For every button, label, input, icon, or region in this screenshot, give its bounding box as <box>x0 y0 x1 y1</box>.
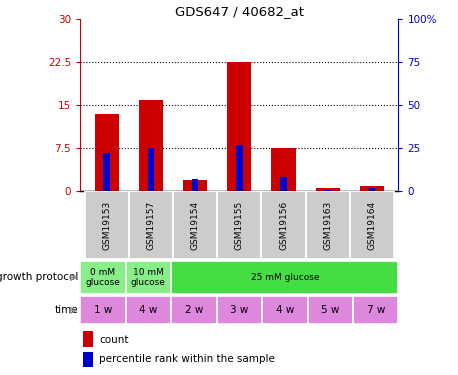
Bar <box>350 191 394 259</box>
Bar <box>324 189 331 191</box>
Text: 4 w: 4 w <box>139 305 158 315</box>
Bar <box>125 261 171 294</box>
Text: GSM19157: GSM19157 <box>147 200 155 250</box>
Bar <box>125 296 171 324</box>
Bar <box>271 148 296 191</box>
Text: count: count <box>99 334 129 345</box>
Bar <box>171 261 398 294</box>
Text: GSM19153: GSM19153 <box>102 200 111 250</box>
Bar <box>80 261 125 294</box>
Text: 5 w: 5 w <box>321 305 339 315</box>
Bar <box>305 191 350 259</box>
Text: GSM19154: GSM19154 <box>191 201 200 250</box>
Text: percentile rank within the sample: percentile rank within the sample <box>99 354 275 364</box>
Bar <box>369 188 375 191</box>
Text: GSM19156: GSM19156 <box>279 200 288 250</box>
Bar <box>217 191 262 259</box>
Text: 3 w: 3 w <box>230 305 249 315</box>
Text: GSM19155: GSM19155 <box>235 200 244 250</box>
Bar <box>104 153 110 191</box>
Text: 0 mM
glucose: 0 mM glucose <box>86 268 120 287</box>
Bar <box>183 180 207 191</box>
Text: 7 w: 7 w <box>366 305 385 315</box>
Text: growth protocol: growth protocol <box>0 273 79 282</box>
Text: 10 mM
glucose: 10 mM glucose <box>131 268 166 287</box>
Bar <box>307 296 353 324</box>
Bar <box>217 296 262 324</box>
Text: GSM19164: GSM19164 <box>367 201 376 250</box>
Bar <box>280 177 287 191</box>
Bar <box>83 331 93 347</box>
Bar <box>80 296 125 324</box>
Bar <box>262 191 305 259</box>
Bar <box>129 191 173 259</box>
Bar <box>192 179 198 191</box>
Bar <box>139 100 163 191</box>
Text: 2 w: 2 w <box>185 305 203 315</box>
Bar <box>316 188 340 191</box>
Text: 1 w: 1 w <box>94 305 112 315</box>
Text: 25 mM glucose: 25 mM glucose <box>251 273 319 282</box>
Bar <box>94 114 119 191</box>
Bar <box>236 145 243 191</box>
Bar <box>227 62 251 191</box>
Text: time: time <box>55 305 79 315</box>
Bar <box>353 296 398 324</box>
Bar <box>85 191 129 259</box>
Bar <box>173 191 217 259</box>
Text: GSM19163: GSM19163 <box>323 200 332 250</box>
Title: GDS647 / 40682_at: GDS647 / 40682_at <box>175 4 304 18</box>
Bar <box>147 148 154 191</box>
Bar <box>83 352 93 368</box>
Bar <box>262 296 307 324</box>
Bar <box>360 186 384 191</box>
Bar <box>171 296 217 324</box>
Text: 4 w: 4 w <box>276 305 294 315</box>
